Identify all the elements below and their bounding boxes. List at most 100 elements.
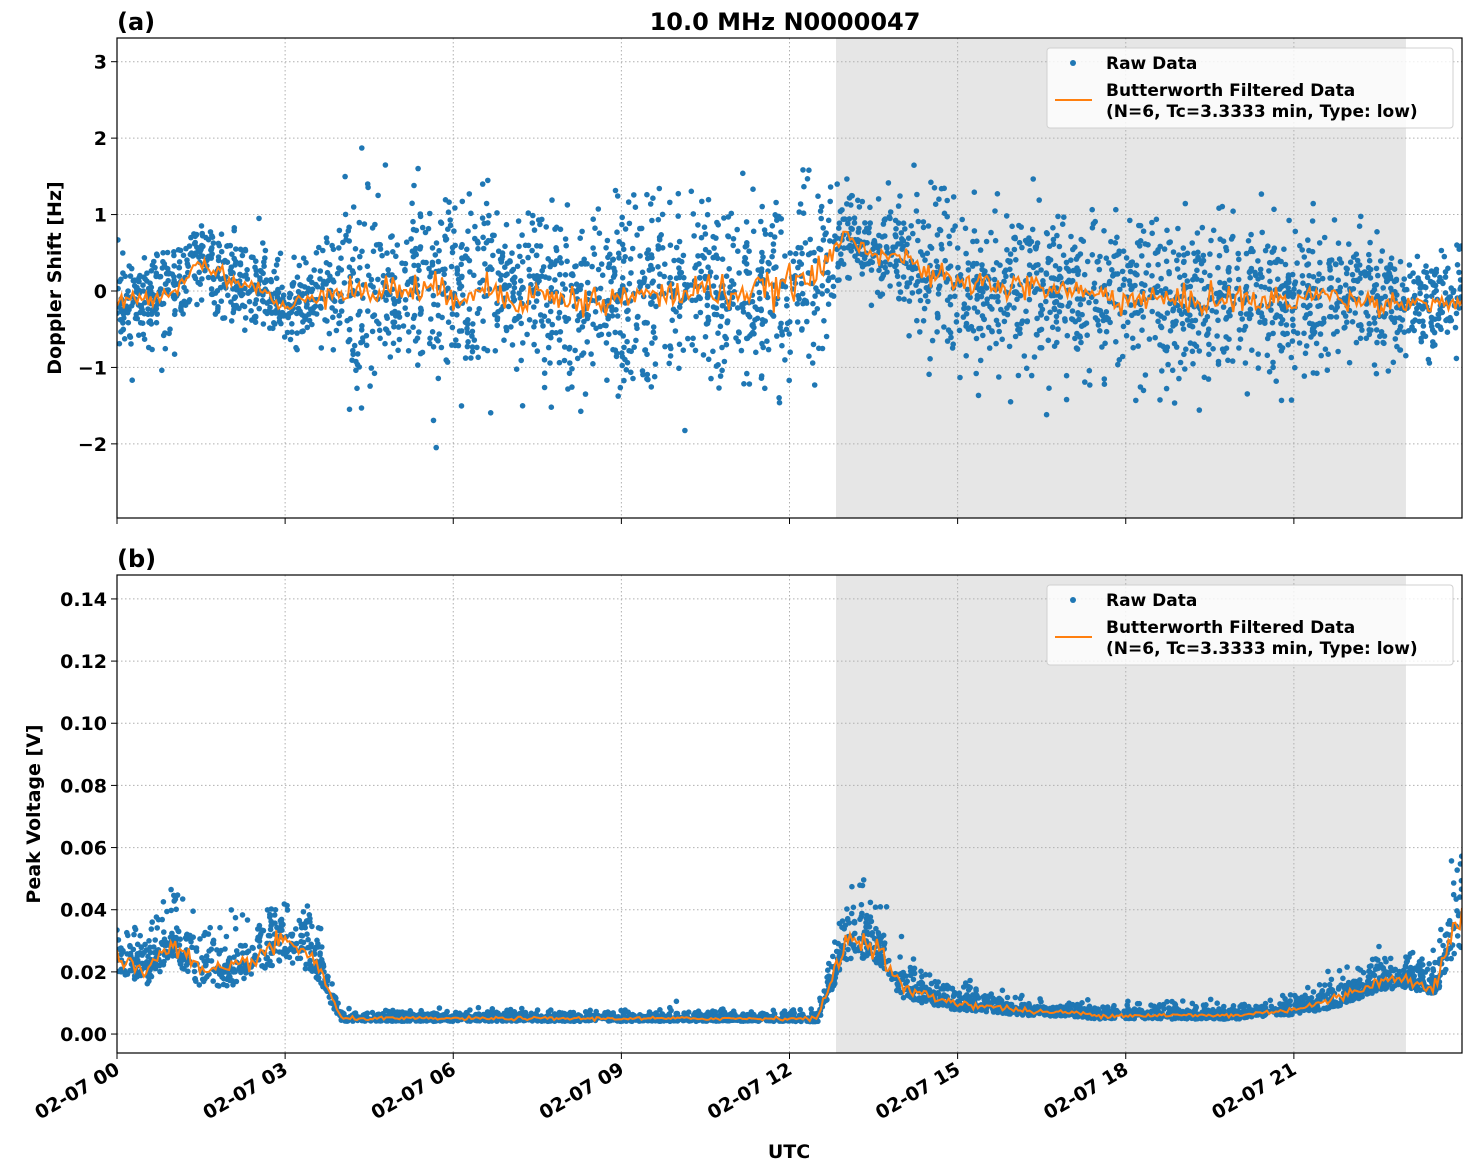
raw-data-point	[325, 270, 331, 276]
raw-data-point	[1257, 319, 1263, 325]
raw-data-point	[244, 267, 250, 273]
raw-data-point	[1155, 249, 1161, 255]
raw-data-point	[1136, 223, 1142, 229]
raw-data-point	[1445, 329, 1451, 335]
raw-data-point	[818, 216, 824, 222]
raw-data-point	[970, 239, 976, 245]
chart-title: 10.0 MHz N0000047	[650, 8, 921, 36]
raw-data-point	[766, 347, 772, 353]
raw-data-point	[460, 199, 466, 205]
raw-data-point	[967, 295, 973, 301]
raw-data-point	[899, 230, 905, 236]
raw-data-point	[438, 219, 444, 225]
raw-data-point	[1221, 304, 1227, 310]
raw-data-point	[621, 345, 627, 351]
raw-data-point	[740, 171, 746, 177]
raw-data-point	[577, 235, 583, 241]
raw-data-point	[867, 205, 873, 211]
raw-data-point	[452, 243, 458, 249]
raw-data-point	[458, 244, 464, 250]
raw-data-point	[436, 331, 442, 337]
raw-data-point	[359, 249, 365, 255]
raw-data-point	[575, 356, 581, 362]
raw-data-point	[1195, 230, 1201, 236]
raw-data-point	[563, 243, 569, 249]
raw-data-point	[1201, 258, 1207, 264]
raw-data-point	[346, 339, 352, 345]
raw-data-point	[1050, 225, 1056, 231]
raw-data-point	[1185, 278, 1191, 284]
raw-data-point	[293, 926, 299, 932]
raw-data-point	[192, 234, 198, 240]
raw-data-point	[677, 314, 683, 320]
raw-data-point	[1394, 292, 1400, 298]
raw-data-point	[750, 186, 756, 192]
raw-data-point	[1011, 235, 1017, 241]
raw-data-point	[976, 326, 982, 332]
raw-data-point	[646, 247, 652, 253]
raw-data-point	[915, 238, 921, 244]
raw-data-point	[978, 247, 984, 253]
raw-data-point	[385, 267, 391, 273]
raw-data-point	[1149, 273, 1155, 279]
raw-data-point	[467, 258, 473, 264]
raw-data-point	[463, 253, 469, 259]
raw-data-point	[510, 294, 516, 300]
raw-data-point	[567, 345, 573, 351]
raw-data-point	[989, 328, 995, 334]
raw-data-point	[630, 246, 636, 252]
raw-data-point	[1027, 241, 1033, 247]
raw-data-point	[784, 303, 790, 309]
raw-data-point	[463, 320, 469, 326]
raw-data-point	[1019, 245, 1025, 251]
raw-data-point	[999, 337, 1005, 343]
raw-data-point	[826, 218, 832, 224]
raw-data-point	[539, 217, 545, 223]
raw-data-point	[351, 270, 357, 276]
raw-data-point	[1170, 368, 1176, 374]
raw-data-point	[305, 325, 311, 331]
raw-data-point	[1127, 218, 1133, 224]
raw-data-point	[329, 981, 335, 987]
raw-data-point	[773, 200, 779, 206]
raw-data-point	[612, 269, 618, 275]
raw-data-point	[757, 296, 763, 302]
raw-data-point	[590, 216, 596, 222]
raw-data-point	[267, 305, 273, 311]
raw-data-point	[490, 253, 496, 259]
raw-data-point	[855, 258, 861, 264]
raw-data-point	[1019, 321, 1025, 327]
raw-data-point	[800, 167, 806, 173]
raw-data-point	[526, 210, 532, 216]
raw-data-point	[887, 283, 893, 289]
raw-data-point	[122, 336, 128, 342]
raw-data-point	[1113, 207, 1119, 213]
raw-data-point	[673, 309, 679, 315]
raw-data-point	[454, 265, 460, 271]
raw-data-point	[1374, 371, 1380, 377]
raw-data-point	[615, 313, 621, 319]
raw-data-point	[898, 289, 904, 295]
raw-data-point	[710, 349, 716, 355]
raw-data-point	[628, 270, 634, 276]
raw-data-point	[540, 323, 546, 329]
raw-data-point	[972, 305, 978, 311]
raw-data-point	[1302, 254, 1308, 260]
raw-data-point	[1172, 400, 1178, 406]
raw-data-point	[1061, 252, 1067, 258]
raw-data-point	[604, 340, 610, 346]
raw-data-point	[1202, 286, 1208, 292]
raw-data-point	[828, 184, 834, 190]
raw-data-point	[177, 259, 183, 265]
raw-data-point	[599, 261, 605, 267]
raw-data-point	[481, 246, 487, 252]
raw-data-point	[1255, 351, 1261, 357]
raw-data-point	[1418, 285, 1424, 291]
raw-data-point	[1217, 253, 1223, 259]
raw-data-point	[418, 214, 424, 220]
raw-data-point	[944, 198, 950, 204]
raw-data-point	[715, 222, 721, 228]
raw-data-point	[1400, 282, 1406, 288]
raw-data-point	[769, 254, 775, 260]
raw-data-point	[630, 376, 636, 382]
